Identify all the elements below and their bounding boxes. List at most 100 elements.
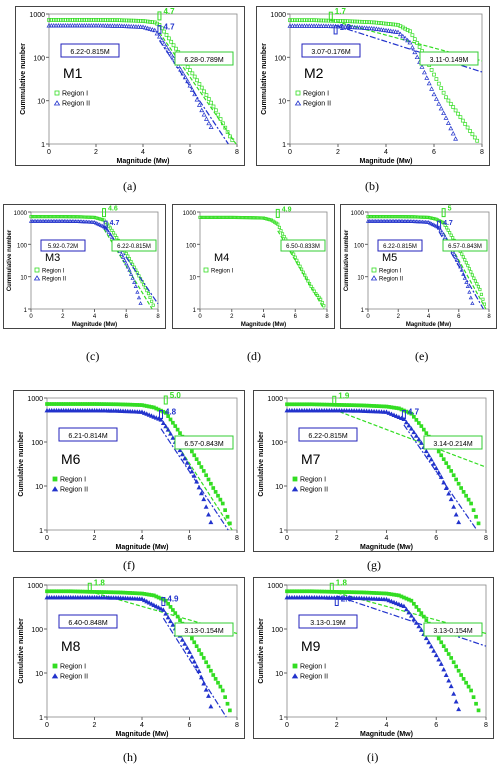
- data-point-region-2: [203, 116, 209, 121]
- data-point-region-2: [201, 112, 207, 117]
- equation-box-region-2: [301, 43, 361, 58]
- data-point-region-2: [416, 436, 422, 442]
- data-point-region-1: [227, 215, 231, 219]
- data-point-region-1: [217, 215, 221, 219]
- equation-text-region-1: 6.57-0.843M: [448, 244, 482, 250]
- y-axis-label: Cummulative number: [344, 229, 350, 291]
- data-point-region-2: [124, 261, 129, 266]
- chart-m8: 1 10 100 1000 0 2 4 6 8 Magnitude (Mw) Cumulative …: [13, 577, 245, 739]
- data-point-region-1: [59, 215, 63, 219]
- data-point-region-1: [129, 259, 133, 264]
- equation-text-region-2: 6.21-0.814M: [68, 433, 107, 440]
- data-point-region-1: [51, 18, 56, 22]
- data-point-region-2: [383, 27, 389, 33]
- data-point-region-2: [292, 23, 298, 28]
- data-point-region-1: [195, 78, 199, 83]
- data-point-region-2: [426, 452, 432, 458]
- data-point-region-2: [122, 258, 127, 262]
- data-point-region-1: [77, 215, 81, 219]
- y-axis-label: Cumulative number: [258, 431, 265, 497]
- data-point-region-2: [287, 23, 293, 28]
- data-point-region-1: [197, 648, 201, 652]
- data-point-region-1: [138, 19, 143, 23]
- data-point-region-2: [391, 599, 397, 605]
- data-point-region-2: [393, 413, 399, 418]
- data-point-region-1: [81, 215, 85, 219]
- data-point-region-1: [173, 424, 178, 428]
- data-point-region-2: [400, 33, 406, 39]
- data-point-region-1: [54, 18, 58, 22]
- data-point-region-2: [366, 25, 372, 31]
- data-point-region-2: [92, 220, 97, 224]
- data-point-region-2: [179, 451, 185, 457]
- y-axis-label: Cummulative number: [261, 43, 268, 115]
- data-point-region-1: [446, 465, 451, 469]
- data-point-region-1: [108, 226, 112, 230]
- data-point-region-1: [136, 18, 141, 23]
- fit-line-region-2: [160, 428, 229, 531]
- x-tick-label: 8: [480, 149, 484, 156]
- data-point-region-1: [414, 605, 419, 609]
- data-point-region-2: [428, 456, 434, 462]
- data-point-region-2: [119, 251, 124, 256]
- data-point-region-2: [395, 29, 401, 35]
- data-point-region-1: [29, 215, 33, 219]
- equation-box-region-2: [298, 614, 358, 629]
- panel-g: 1 10 100 1000 0 2 4 6 8 Magnitude (Mw) Cumulative …: [253, 390, 494, 552]
- data-point-region-2: [411, 429, 417, 435]
- data-point-region-1: [441, 90, 446, 95]
- data-point-region-1: [89, 215, 93, 219]
- data-point-region-2: [393, 29, 399, 34]
- data-point-region-1: [466, 684, 471, 689]
- x-tick-label: 6: [434, 722, 438, 729]
- data-point-region-1: [449, 656, 454, 660]
- equation-box-region-1: [174, 51, 234, 66]
- data-point-region-1: [350, 19, 355, 24]
- data-point-region-1: [204, 93, 209, 97]
- data-point-region-1: [465, 125, 470, 130]
- data-point-region-1: [292, 18, 297, 23]
- data-point-region-1: [384, 21, 388, 26]
- data-point-region-2: [127, 267, 132, 272]
- panel-b: 1 10 100 1000 0 2 4 6 8 Magnitude (Mw) Cummulative…: [256, 6, 490, 166]
- data-point-region-1: [178, 431, 182, 435]
- x-axis-label: Magnitude (Mw): [360, 158, 413, 165]
- data-point-region-2: [58, 23, 64, 28]
- data-point-region-2: [461, 271, 466, 276]
- data-point-region-2: [189, 87, 195, 92]
- x-tick-label: 8: [484, 535, 488, 542]
- data-point-region-1: [218, 497, 223, 502]
- data-point-region-1: [159, 26, 164, 31]
- caption-h: (h): [123, 750, 137, 764]
- panel-frame: [13, 577, 245, 739]
- data-point-region-1: [37, 215, 41, 219]
- panel-c: 1 10 100 1000 0 2 4 6 8 Magnitude (Mw) Cummulative…: [3, 204, 166, 329]
- equation-text-region-1: 3.11-0.149M: [430, 57, 469, 64]
- data-point-region-2: [117, 23, 122, 28]
- data-point-region-1: [276, 222, 280, 226]
- data-point-region-2: [187, 464, 192, 470]
- panel-i: 1 10 100 1000 0 2 4 6 8 Magnitude (Mw) Cumulative …: [253, 577, 494, 739]
- mc-label-region-1: 4.7: [163, 7, 175, 16]
- data-point-region-1: [434, 77, 439, 81]
- data-point-region-1: [32, 215, 36, 219]
- data-point-region-2: [441, 666, 447, 672]
- mc-marker-region-1: [163, 395, 168, 405]
- mc-marker-region-1: [275, 208, 280, 218]
- data-point-region-1: [171, 43, 176, 48]
- legend-label-region-1: Region I: [211, 269, 234, 275]
- data-point-region-2: [456, 519, 462, 525]
- data-point-region-1: [198, 215, 202, 219]
- mc-marker-region-1: [441, 208, 446, 218]
- data-point-region-1: [456, 668, 461, 673]
- data-point-region-1: [441, 457, 446, 462]
- data-point-region-1: [188, 68, 192, 73]
- x-tick-label: 8: [235, 149, 239, 156]
- mc-label-region-2: 4.7: [443, 220, 453, 227]
- data-point-region-2: [407, 39, 413, 45]
- data-point-region-2: [81, 23, 87, 28]
- data-point-region-1: [105, 18, 110, 22]
- data-point-region-1: [40, 215, 44, 219]
- data-point-region-1: [424, 431, 429, 435]
- legend-marker-region-1: [203, 267, 209, 273]
